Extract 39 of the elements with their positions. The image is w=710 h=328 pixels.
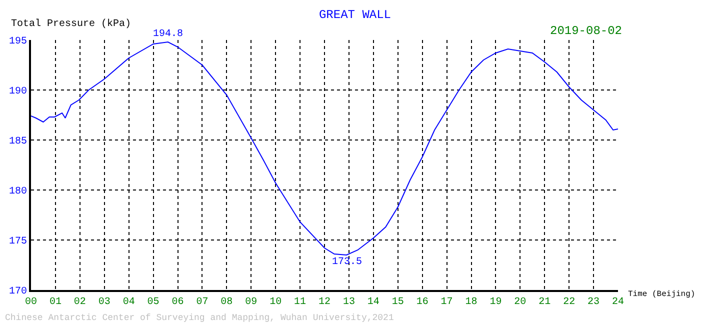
x-tick-label: 15 [392, 297, 404, 308]
x-tick-label: 10 [270, 297, 282, 308]
y-tick-label: 185 [8, 136, 27, 148]
y-axis-title: Total Pressure (kPa) [11, 18, 132, 30]
text: 2019-08-02 [550, 24, 622, 38]
x-tick-label: 24 [612, 297, 624, 308]
x-tick-label: 06 [172, 297, 184, 308]
annotation: 173.5 [332, 257, 362, 268]
x-tick-label: 04 [122, 297, 135, 308]
chart-title: GREAT WALL [318, 8, 392, 22]
line-series [31, 42, 618, 256]
x-tick-label: 23 [588, 297, 600, 308]
x-tick-label: 02 [74, 297, 86, 308]
x-tick-label: 05 [147, 297, 160, 308]
y-tick-label: 190 [8, 86, 27, 98]
x-tick-label: 11 [294, 297, 306, 308]
x-tick-label: 03 [98, 297, 110, 308]
x-tick-label: 08 [220, 297, 233, 308]
x-tick-label: 16 [416, 297, 428, 308]
x-tick-label: 18 [465, 297, 478, 308]
x-tick-label: 13 [342, 297, 355, 308]
annotation: 194.8 [153, 29, 184, 40]
x-tick-label: 17 [440, 297, 453, 308]
y-tick-label: 180 [8, 186, 27, 198]
x-tick-label: 12 [318, 297, 331, 308]
x-tick-label: 09 [245, 297, 258, 308]
x-axis-title: Time (Beijing) [628, 290, 696, 299]
x-tick-label: 01 [49, 297, 62, 308]
y-tick-label: 170 [8, 286, 27, 298]
x-tick-label: 19 [490, 297, 502, 308]
x-tick-label: 07 [196, 297, 208, 308]
x-tick-label: 00 [24, 297, 38, 308]
y-tick-label: 175 [8, 236, 27, 248]
x-tick-label: 14 [367, 297, 380, 308]
y-tick-label: 195 [8, 36, 27, 48]
x-tick-label: 21 [538, 297, 551, 308]
x-tick-label: 20 [514, 297, 526, 308]
text: Chinese Antarctic Center of Surveying and Mapping, Wuhan University,2021 [5, 313, 394, 323]
x-tick-label: 22 [563, 297, 576, 308]
